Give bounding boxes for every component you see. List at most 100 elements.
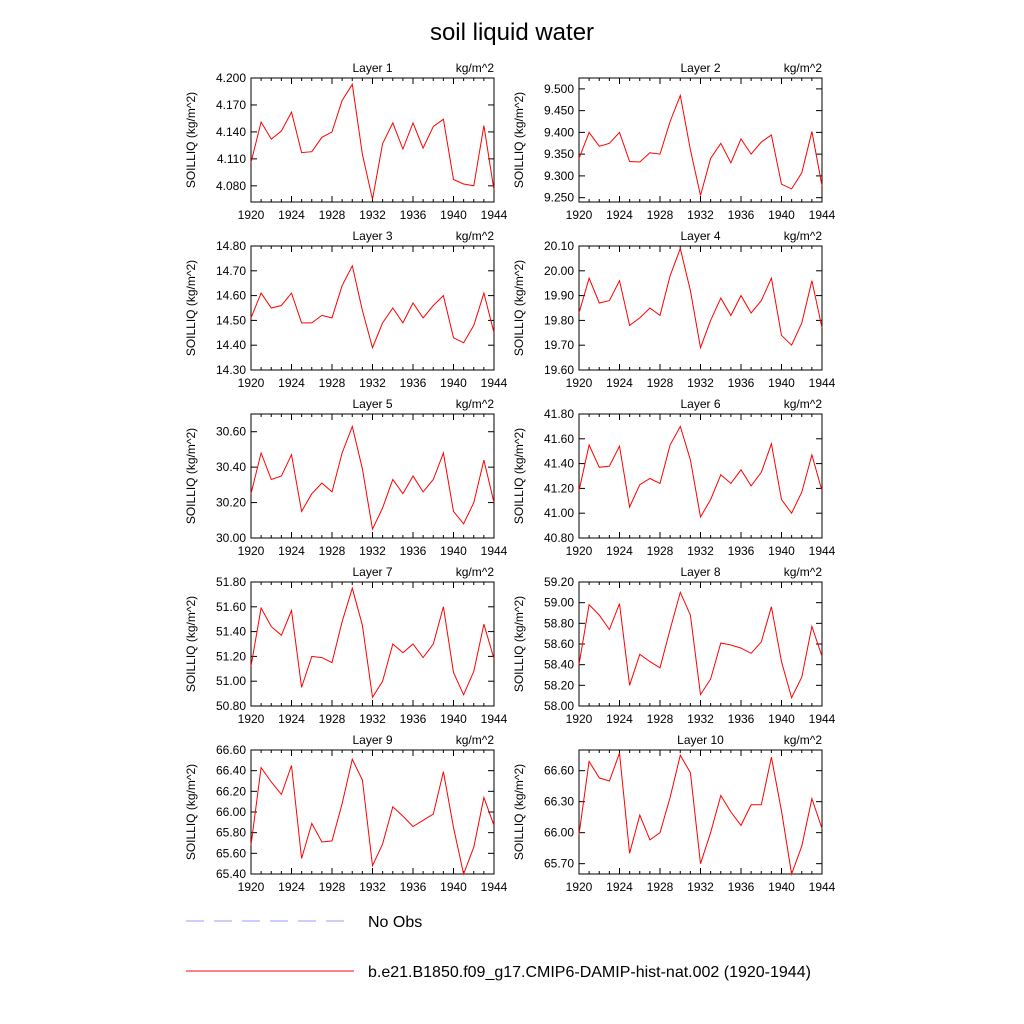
panel-3: Layer 3 kg/m^2 SOILLIQ (kg/m^2) 1920 1924 192…: [184, 229, 508, 390]
plot-frame: [250, 77, 495, 203]
panel-title: Layer 1: [352, 61, 392, 75]
x-tick-label: 1920: [238, 880, 265, 894]
y-tick-label: 58.20: [544, 678, 574, 692]
y-tick-label: 66.40: [216, 764, 246, 778]
y-tick-label: 9.400: [544, 125, 574, 139]
plot-frame: [578, 413, 823, 539]
x-tick-label: 1928: [647, 208, 674, 222]
x-tick-label: 1940: [440, 208, 467, 222]
x-tick-label: 1920: [566, 376, 593, 390]
x-tick-label: 1924: [278, 376, 305, 390]
panel-title: Layer 7: [352, 565, 392, 579]
y-axis-label: SOILLIQ (kg/m^2): [512, 92, 526, 188]
panel-title: Layer 6: [680, 397, 720, 411]
x-tick-label: 1920: [238, 376, 265, 390]
y-tick-label: 51.00: [216, 674, 246, 688]
x-tick-label: 1936: [728, 544, 755, 558]
plot-frame: [250, 581, 495, 707]
panel-7: Layer 7 kg/m^2 SOILLIQ (kg/m^2) 1920 1924 192…: [184, 565, 508, 726]
y-tick-label: 30.40: [216, 460, 246, 474]
x-tick-label: 1928: [647, 880, 674, 894]
panel-title: Layer 4: [680, 229, 720, 243]
series-line: [250, 264, 495, 350]
panel-5: Layer 5 kg/m^2 SOILLIQ (kg/m^2) 1920 1924 192…: [184, 397, 508, 558]
panel-grid: Layer 1 kg/m^2 SOILLIQ (kg/m^2) 1920 1924 192…: [184, 61, 836, 894]
x-tick-label: 1920: [566, 208, 593, 222]
x-tick-label: 1924: [606, 880, 633, 894]
panel-1: Layer 1 kg/m^2 SOILLIQ (kg/m^2) 1920 1924 192…: [184, 61, 508, 222]
x-tick-label: 1936: [400, 712, 427, 726]
x-tick-label: 1944: [481, 544, 508, 558]
x-tick-label: 1944: [481, 376, 508, 390]
y-tick-label: 59.20: [544, 575, 574, 589]
y-tick-label: 4.080: [216, 179, 246, 193]
x-tick-label: 1936: [400, 376, 427, 390]
y-tick-label: 58.80: [544, 616, 574, 630]
x-tick-label: 1932: [359, 544, 386, 558]
y-tick-label: 4.140: [216, 125, 246, 139]
y-tick-label: 66.60: [544, 764, 574, 778]
y-tick-label: 65.60: [216, 846, 246, 860]
y-tick-label: 14.40: [216, 338, 246, 352]
x-tick-label: 1932: [687, 208, 714, 222]
x-tick-label: 1928: [319, 880, 346, 894]
x-tick-label: 1932: [687, 880, 714, 894]
x-tick-label: 1924: [606, 712, 633, 726]
series-line: [250, 424, 495, 531]
panel-title: Layer 3: [352, 229, 392, 243]
x-tick-label: 1944: [809, 712, 836, 726]
y-tick-label: 66.00: [216, 805, 246, 819]
legend: No Obs b.e21.B1850.f09_g17.CMIP6-DAMIP-h…: [186, 914, 811, 981]
x-tick-label: 1936: [400, 880, 427, 894]
y-tick-label: 66.60: [216, 743, 246, 757]
panel-8: Layer 8 kg/m^2 SOILLIQ (kg/m^2) 1920 1924 192…: [512, 565, 836, 726]
plot-frame: [578, 77, 823, 203]
x-tick-label: 1932: [687, 544, 714, 558]
x-tick-label: 1924: [606, 544, 633, 558]
y-tick-label: 65.80: [216, 826, 246, 840]
y-tick-label: 20.00: [544, 264, 574, 278]
y-axis-label: SOILLIQ (kg/m^2): [184, 428, 198, 524]
plot-frame: [250, 245, 495, 371]
y-tick-label: 41.60: [544, 432, 574, 446]
x-tick-label: 1920: [566, 544, 593, 558]
y-tick-label: 58.60: [544, 637, 574, 651]
y-tick-label: 14.50: [216, 313, 246, 327]
x-tick-label: 1932: [359, 376, 386, 390]
panel-title: Layer 9: [352, 733, 392, 747]
x-tick-label: 1940: [440, 712, 467, 726]
legend-obs-label: No Obs: [368, 914, 422, 931]
series-line: [578, 246, 823, 350]
panel-title: Layer 8: [680, 565, 720, 579]
x-tick-label: 1940: [768, 544, 795, 558]
x-tick-label: 1940: [440, 544, 467, 558]
x-tick-label: 1928: [647, 376, 674, 390]
y-axis-label: SOILLIQ (kg/m^2): [512, 428, 526, 524]
legend-model-label: b.e21.B1850.f09_g17.CMIP6-DAMIP-hist-nat…: [368, 964, 811, 981]
panel-units: kg/m^2: [784, 61, 823, 75]
x-tick-label: 1936: [728, 208, 755, 222]
y-tick-label: 65.70: [544, 857, 574, 871]
x-tick-label: 1944: [809, 208, 836, 222]
x-tick-label: 1932: [687, 712, 714, 726]
x-tick-label: 1928: [319, 208, 346, 222]
series-line: [578, 752, 823, 876]
panel-10: Layer 10 kg/m^2 SOILLIQ (kg/m^2) 1920 1924 19…: [512, 733, 836, 894]
panel-6: Layer 6 kg/m^2 SOILLIQ (kg/m^2) 1920 1924 192…: [512, 397, 836, 558]
x-tick-label: 1924: [278, 208, 305, 222]
plot-frame: [250, 749, 495, 875]
panel-units: kg/m^2: [784, 397, 823, 411]
x-tick-label: 1924: [278, 712, 305, 726]
x-tick-label: 1940: [768, 376, 795, 390]
panel-units: kg/m^2: [456, 733, 495, 747]
y-tick-label: 59.00: [544, 596, 574, 610]
x-tick-label: 1920: [238, 544, 265, 558]
y-tick-label: 66.30: [544, 795, 574, 809]
x-tick-label: 1924: [278, 880, 305, 894]
y-axis-label: SOILLIQ (kg/m^2): [184, 92, 198, 188]
panel-units: kg/m^2: [784, 565, 823, 579]
y-tick-label: 65.40: [216, 867, 246, 881]
y-tick-label: 20.10: [544, 239, 574, 253]
y-axis-label: SOILLIQ (kg/m^2): [512, 596, 526, 692]
y-tick-label: 9.350: [544, 147, 574, 161]
